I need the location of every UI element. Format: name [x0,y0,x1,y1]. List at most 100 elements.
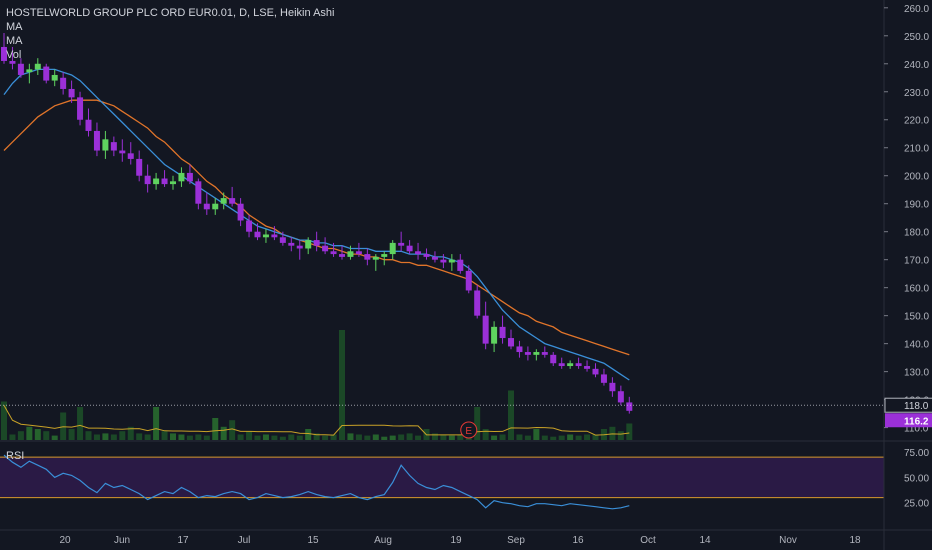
volume-bar [77,407,84,440]
volume-bars [1,330,633,440]
price-tick-label: 170.0 [904,256,929,267]
earnings-marker-label: E [465,426,472,437]
volume-bar [440,434,447,440]
time-tick-label: 17 [177,535,189,546]
candle-body [457,259,464,271]
volume-bar [34,429,41,440]
volume-bar [203,435,210,440]
candle-body [93,130,100,151]
price-tick-label: 150.0 [904,312,929,323]
candle-body [491,326,498,344]
candle-body [448,259,455,263]
candle-body [465,270,472,291]
candle-body [186,172,193,182]
volume-ma-line [3,405,630,436]
candle-body [617,391,624,403]
candle-body [246,220,253,232]
volume-bar [51,435,58,440]
volume-bar [457,434,464,440]
volume-bar [296,435,303,440]
volume-bar [229,420,236,440]
volume-bar [575,435,582,440]
price-tick-label: 190.0 [904,200,929,211]
volume-bar [93,434,100,440]
volume-bar [355,434,362,440]
price-tick-label: 210.0 [904,144,929,155]
candle-body [68,88,75,98]
volume-bar [406,433,413,440]
candle-body [609,382,616,392]
candle-body [60,77,67,89]
candle-body [423,254,430,257]
volume-bar [102,433,109,440]
volume-bar [161,431,168,440]
volume-bar [254,435,261,440]
time-tick-label: Aug [374,535,392,546]
legend-ma-slow: MA [6,35,23,47]
time-axis: 20 Jun 17 Jul 15 Aug 19 Sep 16 Oct 14 Nov 18 [59,535,861,546]
candle-body [220,198,227,204]
candle-body [524,352,531,355]
time-tick-label: Jul [238,535,251,546]
candle-body [178,172,185,182]
volume-bar [9,434,16,440]
volume-bar [237,434,244,440]
price-tick-label: 180.0 [904,228,929,239]
candle-body [339,254,345,257]
candle-body [600,374,607,383]
price-tick-label: 110.0 [904,424,929,435]
candle-body [17,63,24,75]
volume-bar [322,435,329,440]
candle-body [558,363,565,367]
candle-body [567,363,574,367]
candle-body [533,352,540,355]
candle-body [347,251,354,257]
rsi-series-line [3,454,630,510]
candle-body [499,326,506,339]
volume-bar [347,433,354,440]
rsi-tick-label: 50.00 [904,473,929,484]
time-tick-label: Sep [507,535,525,546]
rsi-tick-label: 25.00 [904,499,929,510]
candle-body [34,63,41,70]
candle-body [305,240,312,249]
price-tick-label: 260.0 [904,4,929,15]
volume-bar [305,429,312,440]
volume-bar [584,434,591,440]
time-tick-label: Jun [114,535,130,546]
time-tick-label: 15 [307,535,319,546]
volume-bar [85,431,92,440]
time-tick-label: Nov [779,535,797,546]
candle-body [355,251,362,255]
candle-body [372,256,379,260]
price-marker-badge-label: 118.0 [904,401,929,412]
candle-body [51,74,58,81]
price-tick-label: 240.0 [904,60,929,71]
candle-body [406,245,413,252]
candle-body [626,402,633,411]
volume-bar [17,431,24,440]
rsi-band-fill [0,457,884,498]
candle-body [136,158,143,176]
candle-body [322,245,329,252]
volume-bar [136,433,143,440]
candle-body [254,231,261,238]
candle-body [102,139,109,151]
time-tick-label: Oct [640,535,656,546]
rsi-pane-label: RSI [6,450,25,462]
price-tick-label: 230.0 [904,88,929,99]
candle-body [1,46,7,61]
volume-bar [516,434,523,440]
candle-body [271,234,278,238]
candle-body [119,150,126,154]
volume-bar [550,436,557,440]
volume-bar [170,433,176,440]
volume-bar [558,435,565,440]
candle-body [415,251,422,255]
volume-bar [533,429,540,440]
candle-body [482,315,489,344]
price-tick-label: 140.0 [904,340,929,351]
candle-body [195,181,202,204]
